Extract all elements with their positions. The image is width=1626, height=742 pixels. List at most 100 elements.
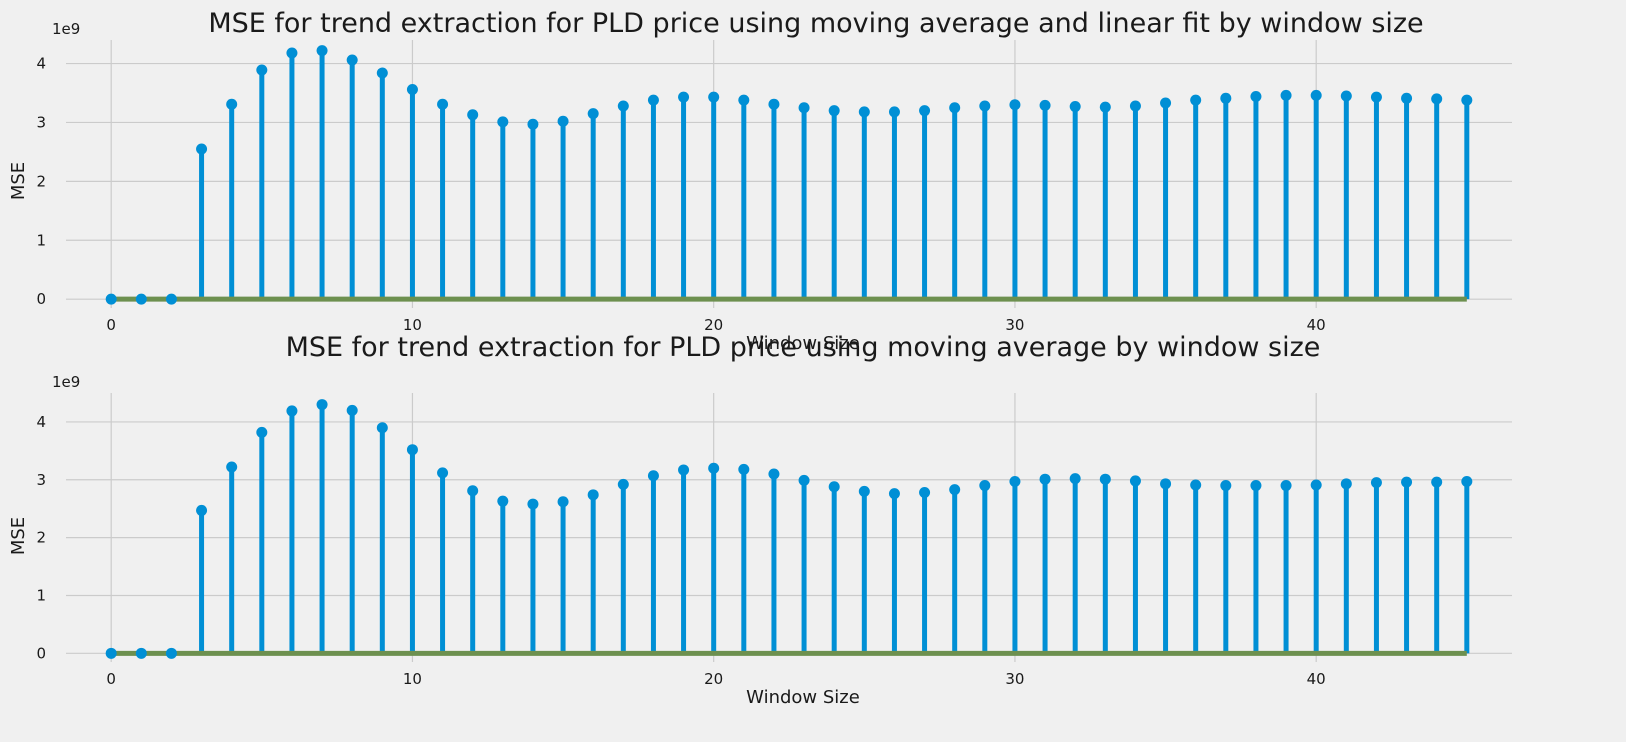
x-tick-label: 40 bbox=[1307, 670, 1326, 688]
stem-marker bbox=[346, 404, 358, 416]
x-tick-label: 20 bbox=[704, 670, 723, 688]
stem-marker bbox=[226, 461, 238, 473]
x-tick-label: 10 bbox=[403, 316, 422, 334]
stem-marker bbox=[708, 462, 720, 474]
stem-marker bbox=[647, 470, 659, 482]
stem-marker bbox=[497, 495, 509, 507]
y-tick-label: 2 bbox=[36, 529, 46, 547]
chart-bottom: MSE for trend extraction for PLD price u… bbox=[8, 332, 1512, 708]
stem-marker bbox=[798, 474, 810, 486]
stem-marker bbox=[1250, 480, 1262, 492]
stem-marker bbox=[738, 94, 750, 106]
y-tick-label: 0 bbox=[36, 290, 46, 308]
stem-marker bbox=[587, 108, 599, 120]
y-tick-label: 0 bbox=[36, 644, 46, 662]
stem-marker bbox=[919, 105, 931, 117]
stem-marker bbox=[617, 100, 629, 112]
chart-bottom-ylabel: MSE bbox=[8, 517, 29, 555]
x-tick-label: 30 bbox=[1005, 316, 1024, 334]
stem-marker bbox=[286, 47, 298, 59]
stem-marker bbox=[678, 464, 690, 476]
stem-marker bbox=[1039, 99, 1051, 111]
stem-marker bbox=[678, 91, 690, 103]
stem-marker bbox=[1129, 475, 1141, 487]
stem-marker bbox=[557, 115, 569, 127]
x-tick-label: 40 bbox=[1307, 316, 1326, 334]
stem-marker bbox=[1310, 89, 1322, 101]
stem-marker bbox=[1401, 92, 1413, 104]
chart-top-title: MSE for trend extraction for PLD price u… bbox=[208, 8, 1423, 39]
stem-marker bbox=[497, 116, 509, 128]
stem-marker bbox=[1069, 473, 1081, 485]
stem-marker bbox=[1039, 473, 1051, 485]
stem-marker bbox=[527, 118, 539, 130]
chart-bottom-stems bbox=[105, 399, 1473, 659]
stem-marker bbox=[105, 293, 117, 305]
stem-marker bbox=[1160, 478, 1172, 490]
stem-marker bbox=[105, 647, 117, 659]
y-tick-label: 4 bbox=[36, 55, 46, 73]
stem-marker bbox=[256, 426, 268, 438]
stem-marker bbox=[949, 102, 961, 114]
stem-marker bbox=[587, 489, 599, 501]
chart-top-stems bbox=[105, 45, 1473, 305]
stem-marker bbox=[979, 480, 991, 492]
y-tick-label: 1 bbox=[36, 586, 46, 604]
x-tick-label: 0 bbox=[106, 670, 116, 688]
stem-marker bbox=[919, 487, 931, 499]
stem-marker bbox=[1340, 90, 1352, 102]
stem-marker bbox=[1280, 89, 1292, 101]
stem-marker bbox=[1190, 94, 1202, 106]
chart-top-ylabel: MSE bbox=[8, 162, 29, 200]
stem-marker bbox=[1461, 94, 1473, 106]
chart-top: MSE for trend extraction for PLD price u… bbox=[8, 8, 1512, 354]
stem-marker bbox=[1009, 99, 1021, 111]
stem-marker bbox=[979, 100, 991, 112]
stem-marker bbox=[376, 422, 388, 434]
y-tick-label: 3 bbox=[36, 113, 46, 131]
stem-marker bbox=[1461, 476, 1473, 488]
stem-marker bbox=[1069, 101, 1081, 113]
stem-marker bbox=[437, 98, 449, 110]
stem-marker bbox=[196, 504, 208, 516]
stem-marker bbox=[647, 94, 659, 106]
stem-marker bbox=[467, 485, 479, 497]
stem-marker bbox=[888, 488, 900, 500]
stem-marker bbox=[226, 98, 238, 110]
stem-marker bbox=[858, 485, 870, 497]
chart-bottom-offset-text: 1e9 bbox=[52, 373, 80, 391]
stem-marker bbox=[406, 444, 418, 456]
stem-marker bbox=[798, 102, 810, 114]
chart-top-offset-text: 1e9 bbox=[52, 20, 80, 38]
stem-marker bbox=[316, 45, 328, 57]
x-tick-label: 20 bbox=[704, 316, 723, 334]
stem-marker bbox=[165, 647, 177, 659]
stem-marker bbox=[828, 481, 840, 493]
stem-marker bbox=[1190, 479, 1202, 491]
stem-marker bbox=[1099, 101, 1111, 113]
stem-marker bbox=[406, 83, 418, 95]
chart-bottom-xlabel: Window Size bbox=[746, 687, 860, 708]
stem-marker bbox=[346, 54, 358, 66]
stem-marker bbox=[316, 399, 328, 411]
stem-marker bbox=[1401, 476, 1413, 488]
stem-marker bbox=[376, 67, 388, 79]
stem-marker bbox=[1340, 478, 1352, 490]
chart-top-ticks: 0 10 20 30 40 0 1 2 3 4 bbox=[36, 55, 1325, 334]
stem-marker bbox=[1129, 100, 1141, 112]
y-tick-label: 1 bbox=[36, 231, 46, 249]
stem-marker bbox=[768, 98, 780, 110]
x-tick-label: 0 bbox=[106, 316, 116, 334]
stem-marker bbox=[527, 498, 539, 510]
x-tick-label: 10 bbox=[403, 670, 422, 688]
stem-marker bbox=[768, 468, 780, 480]
y-tick-label: 3 bbox=[36, 471, 46, 489]
stem-marker bbox=[1370, 91, 1382, 103]
stem-marker bbox=[617, 478, 629, 490]
stem-marker bbox=[1431, 93, 1443, 105]
stem-marker bbox=[949, 484, 961, 496]
x-tick-label: 30 bbox=[1005, 670, 1024, 688]
stem-marker bbox=[1280, 480, 1292, 492]
stem-marker bbox=[1370, 477, 1382, 489]
